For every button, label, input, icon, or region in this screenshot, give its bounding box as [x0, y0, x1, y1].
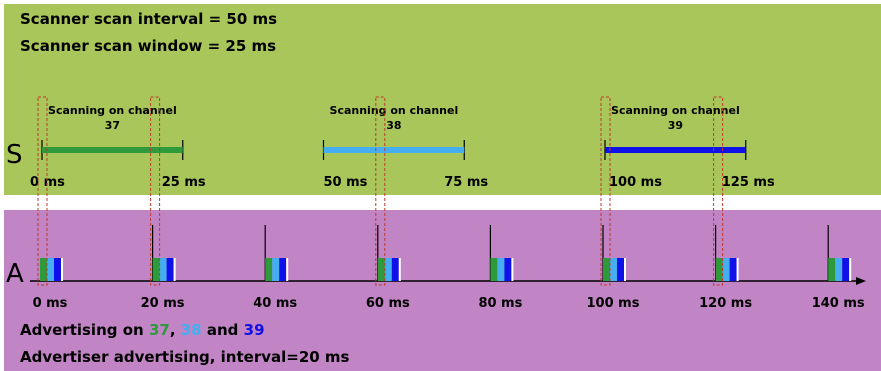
scan-window-channel: 37: [105, 119, 120, 132]
advertising-channels-caption: Advertising on 37, 38 and 39: [20, 321, 265, 339]
adv-packet-gap: [511, 258, 514, 281]
adv-packet-gap: [286, 258, 289, 281]
caption-prefix: Advertising on: [20, 321, 144, 339]
advertiser-panel: [4, 210, 881, 371]
adv-packet-ch38: [722, 258, 730, 281]
adv-packet-ch38: [384, 258, 392, 281]
adv-packet-ch39: [166, 258, 174, 281]
advertising-events-layer: 0 ms 20 ms 40 ms 60 ms 80 ms 100 ms 120 ms 140 …: [30, 225, 866, 311]
advertiser-time-label: 40 ms: [253, 296, 297, 311]
time-axis-arrowhead: [856, 277, 866, 285]
overlap-highlight: [713, 96, 724, 286]
scan-window-bar-ch37: [42, 147, 183, 153]
scan-window-bar-ch38: [323, 147, 465, 153]
scan-window-channel: 39: [668, 119, 683, 132]
adv-packet-ch38: [497, 258, 505, 281]
adv-packet-ch37: [265, 258, 273, 281]
scan-window-label: Scanning on channel: [611, 104, 740, 117]
adv-packet-gap: [736, 258, 739, 281]
scan-window-label: Scanning on channel: [48, 104, 177, 117]
scanner-time-label: 100 ms: [609, 175, 662, 190]
adv-packet-ch38: [159, 258, 167, 281]
overlap-highlights-layer: [37, 96, 724, 286]
scanner-panel: [4, 4, 881, 195]
adv-packet-ch39: [504, 258, 512, 281]
scan-windows-layer: Scanning on channel 37 Scanning on channel…: [30, 104, 775, 190]
adv-packet-gap: [61, 258, 63, 281]
advertiser-interval-text: Advertiser advertising, interval=20 ms: [20, 348, 350, 366]
adv-packet-ch39: [729, 258, 737, 281]
adv-packet-ch38: [610, 258, 617, 281]
scan-window-channel: 38: [386, 119, 401, 132]
adv-packet-ch38: [272, 258, 280, 281]
adv-packet-ch38: [835, 258, 843, 281]
advertiser-time-label: 140 ms: [812, 296, 865, 311]
adv-packet-gap: [173, 258, 176, 281]
scanner-time-label: 25 ms: [162, 175, 206, 190]
adv-packet-ch39: [391, 258, 399, 281]
adv-packet-ch39: [54, 258, 61, 281]
adv-packet-ch37: [603, 258, 610, 281]
advertiser-time-label: 80 ms: [478, 296, 522, 311]
adv-packet-ch37: [40, 258, 47, 281]
adv-packet-ch37: [152, 258, 160, 281]
advertiser-time-label: 0 ms: [33, 296, 68, 311]
caption-comma: ,: [170, 321, 176, 339]
caption-ch39: 39: [244, 321, 265, 339]
overlap-highlight: [37, 96, 48, 286]
adv-packet-ch39: [842, 258, 850, 281]
adv-packet-gap: [398, 258, 401, 281]
adv-packet-ch39: [617, 258, 624, 281]
adv-packet-ch37: [490, 258, 498, 281]
scan-window-bar-ch39: [605, 147, 746, 153]
advertiser-time-label: 100 ms: [587, 296, 640, 311]
adv-packet-gap: [624, 258, 626, 281]
scan-window-text: Scanner scan window = 25 ms: [20, 37, 276, 55]
adv-packet-ch37: [715, 258, 723, 281]
adv-packet-ch37: [377, 258, 385, 281]
scanner-time-label: 75 ms: [444, 175, 488, 190]
caption-ch37: 37: [149, 321, 170, 339]
adv-packet-ch37: [828, 258, 836, 281]
caption-and: and: [207, 321, 239, 339]
scan-window-label: Scanning on channel: [330, 104, 459, 117]
adv-packet-ch38: [47, 258, 54, 281]
scanner-time-label: 0 ms: [30, 175, 65, 190]
adv-packet-ch39: [279, 258, 287, 281]
scanner-time-label: 125 ms: [722, 175, 775, 190]
overlap-highlight: [150, 96, 161, 286]
advertiser-row-label: A: [6, 259, 24, 289]
advertiser-time-label: 20 ms: [141, 296, 185, 311]
advertiser-time-label: 60 ms: [366, 296, 410, 311]
scan-interval-text: Scanner scan interval = 50 ms: [20, 10, 277, 28]
scanner-row-label: S: [6, 140, 23, 170]
overlap-highlight: [600, 96, 611, 286]
scanner-time-label: 50 ms: [324, 175, 368, 190]
advertiser-time-label: 120 ms: [699, 296, 752, 311]
overlap-highlight: [375, 96, 386, 286]
caption-ch38: 38: [181, 321, 202, 339]
adv-packet-gap: [849, 258, 852, 281]
